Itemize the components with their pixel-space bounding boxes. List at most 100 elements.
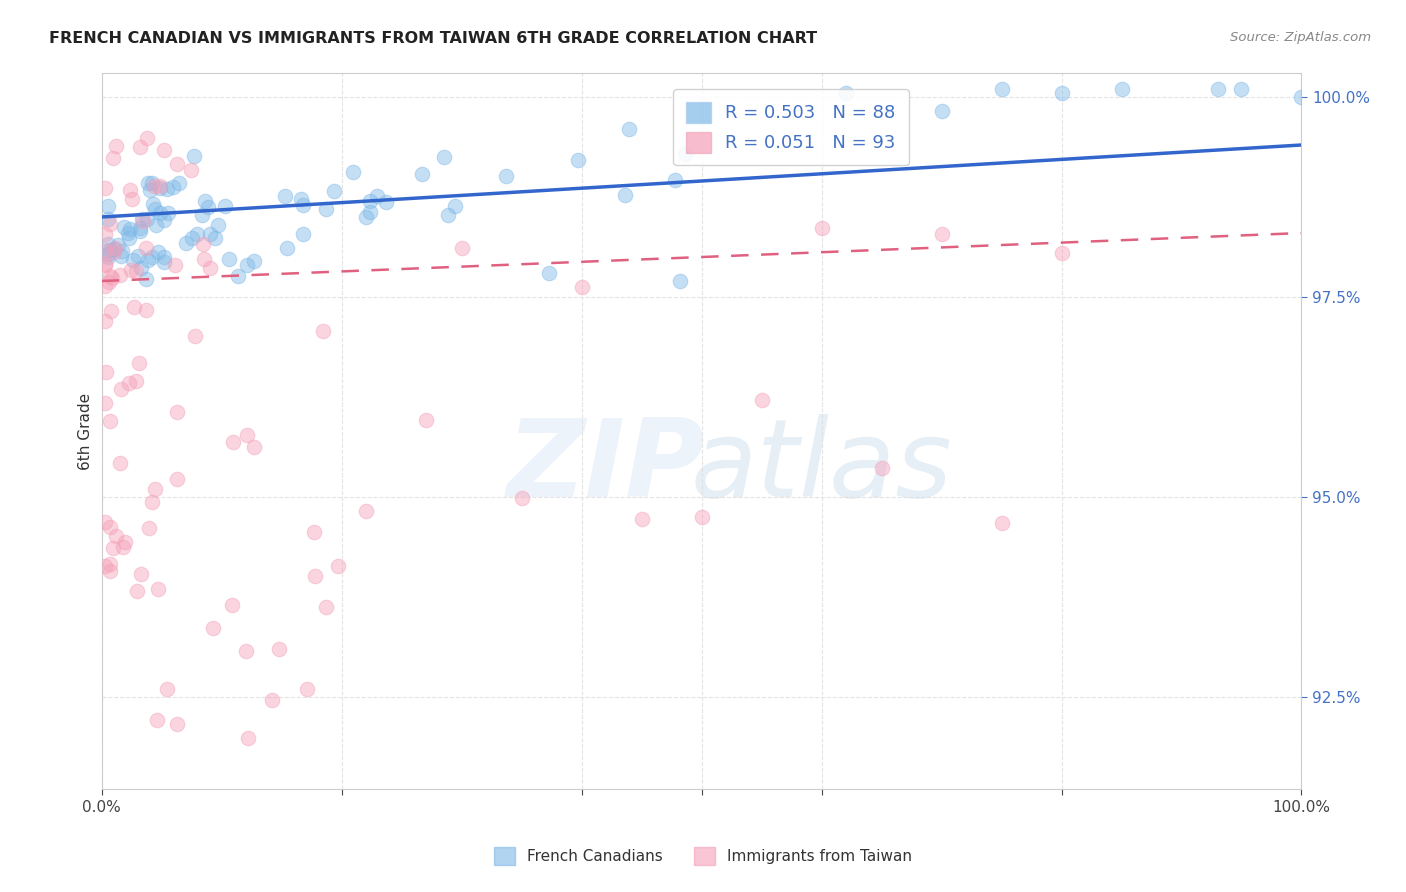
Text: ZIP: ZIP: [506, 414, 704, 520]
Point: [630, 512, 652, 526]
Point: [193, 252, 215, 266]
Point: [118, 231, 141, 245]
Point: [94, 396, 117, 410]
Point: [198, 227, 221, 241]
Point: [243, 254, 266, 268]
Point: [197, 200, 219, 214]
Point: [129, 224, 152, 238]
Point: [135, 211, 157, 226]
Point: [1111, 82, 1133, 96]
Point: [198, 261, 221, 276]
Point: [163, 258, 186, 272]
Point: [328, 559, 350, 574]
Point: [94, 257, 117, 271]
Point: [292, 197, 315, 211]
Point: [673, 147, 696, 161]
Point: [166, 472, 188, 486]
Point: [166, 717, 188, 731]
Point: [156, 681, 179, 696]
Point: [122, 253, 145, 268]
Point: [141, 495, 163, 509]
Point: [194, 194, 217, 208]
Point: [129, 260, 152, 275]
Point: [97, 199, 120, 213]
Point: [510, 491, 533, 505]
Point: [221, 599, 243, 613]
Point: [149, 178, 172, 193]
Point: [433, 150, 456, 164]
Point: [669, 274, 692, 288]
Point: [366, 189, 388, 203]
Point: [354, 504, 377, 518]
Point: [143, 202, 166, 217]
Point: [104, 241, 127, 255]
Point: [128, 356, 150, 370]
Point: [342, 164, 364, 178]
Point: [617, 122, 640, 136]
Point: [315, 600, 337, 615]
Point: [162, 180, 184, 194]
Point: [214, 199, 236, 213]
Point: [94, 365, 117, 379]
Point: [180, 231, 202, 245]
Point: [191, 236, 214, 251]
Point: [143, 482, 166, 496]
Point: [98, 558, 121, 572]
Point: [990, 516, 1012, 531]
Point: [118, 183, 141, 197]
Point: [180, 162, 202, 177]
Point: [104, 529, 127, 543]
Point: [236, 428, 259, 442]
Point: [121, 192, 143, 206]
Point: [751, 392, 773, 407]
Point: [111, 540, 134, 554]
Point: [111, 244, 134, 258]
Point: [104, 138, 127, 153]
Point: [359, 194, 381, 208]
Point: [131, 567, 153, 582]
Point: [100, 217, 122, 231]
Point: [166, 156, 188, 170]
Point: [302, 525, 325, 540]
Point: [218, 252, 240, 266]
Point: [141, 250, 163, 264]
Point: [443, 199, 465, 213]
Point: [273, 189, 295, 203]
Point: [359, 205, 381, 219]
Point: [142, 196, 165, 211]
Point: [183, 149, 205, 163]
Point: [101, 151, 124, 165]
Point: [94, 181, 117, 195]
Point: [207, 218, 229, 232]
Point: [98, 268, 121, 283]
Point: [157, 205, 180, 219]
Point: [152, 255, 174, 269]
Point: [870, 460, 893, 475]
Point: [174, 235, 197, 250]
Legend: R = 0.503   N = 88, R = 0.051   N = 93: R = 0.503 N = 88, R = 0.051 N = 93: [673, 89, 908, 165]
Point: [94, 278, 117, 293]
Point: [614, 188, 637, 202]
Point: [155, 181, 177, 195]
Point: [127, 248, 149, 262]
Point: [315, 202, 337, 216]
Text: atlas: atlas: [690, 415, 952, 519]
Point: [135, 303, 157, 318]
Point: [228, 268, 250, 283]
Point: [114, 535, 136, 549]
Point: [437, 208, 460, 222]
Point: [94, 515, 117, 529]
Point: [98, 520, 121, 534]
Point: [135, 131, 157, 145]
Point: [186, 227, 208, 241]
Point: [304, 568, 326, 582]
Point: [810, 220, 832, 235]
Point: [167, 176, 190, 190]
Point: [135, 241, 157, 255]
Point: [290, 192, 312, 206]
Point: [98, 414, 121, 428]
Point: [108, 268, 131, 282]
Point: [354, 210, 377, 224]
Point: [100, 304, 122, 318]
Point: [222, 434, 245, 449]
